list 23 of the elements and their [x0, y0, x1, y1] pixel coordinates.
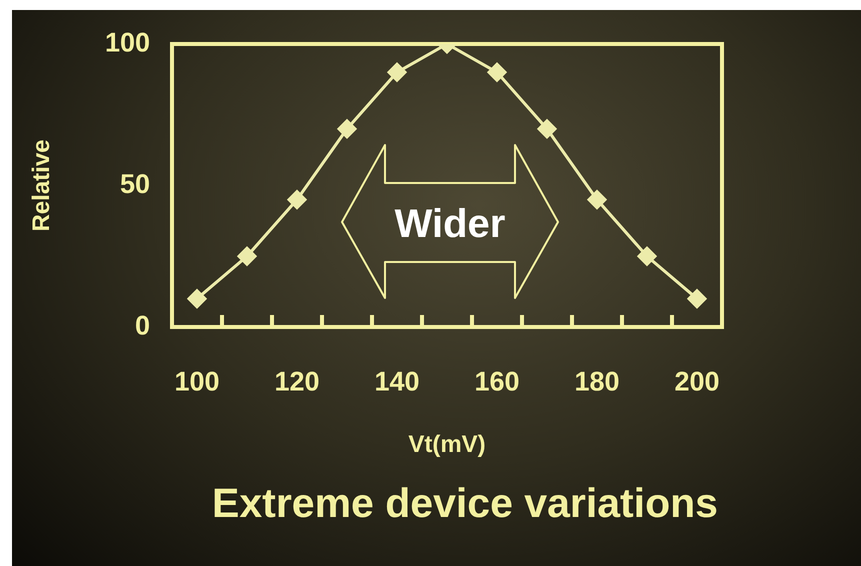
x-tick-label: 160 — [474, 366, 520, 397]
point — [238, 246, 256, 266]
x-tick-label: 120 — [274, 366, 320, 397]
point — [538, 119, 556, 138]
text: Extreme device variations — [211, 479, 719, 528]
y-axis-title: Relative — [28, 139, 56, 232]
x-tick-label: 100 — [174, 366, 220, 397]
point — [288, 190, 306, 210]
y-tick-label: 0 — [134, 310, 150, 340]
y-tick-label: 100 — [104, 27, 150, 58]
x-tick-label: 200 — [674, 366, 720, 397]
point — [188, 289, 206, 308]
point — [338, 119, 356, 138]
point — [488, 62, 506, 82]
y-tick-label: 50 — [120, 168, 150, 199]
annotation: Wider — [394, 201, 506, 248]
point — [638, 246, 656, 266]
point — [588, 190, 606, 210]
x-tick-label: 180 — [574, 366, 620, 397]
point — [388, 62, 406, 82]
x-tick-label: 140 — [374, 366, 420, 397]
x-axis-title: Vt(mV) — [408, 431, 486, 458]
point — [688, 289, 706, 308]
